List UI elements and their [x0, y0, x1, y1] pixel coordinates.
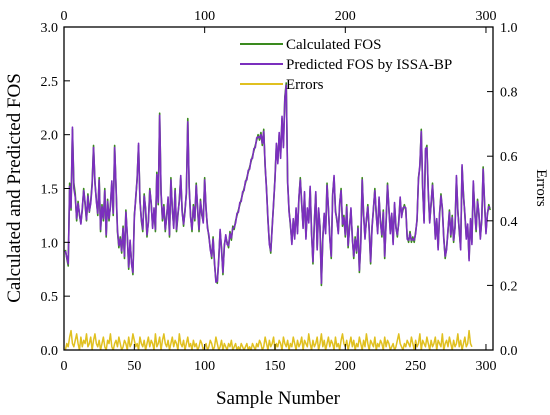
x-top-tick-label: 300	[475, 9, 496, 24]
y-axis-left-title: Calculated and Predicted FOS	[4, 73, 25, 303]
y-left-tick-label: 1.0	[41, 236, 59, 251]
x-tick-label: 250	[405, 359, 426, 374]
y-right-tick-label: 0.6	[500, 150, 518, 165]
legend-label-predicted: Predicted FOS by ISSA-BP	[286, 57, 452, 73]
legend: Calculated FOS Predicted FOS by ISSA-BP …	[240, 37, 452, 93]
series-layer	[64, 82, 491, 350]
y-right-tick-label: 1.0	[500, 21, 518, 36]
legend-label-errors: Errors	[286, 77, 324, 93]
y-left-tick-label: 2.0	[41, 129, 59, 144]
y-left-tick-label: 2.5	[41, 75, 59, 90]
y-left-tick-label: 3.0	[41, 21, 59, 36]
y-left-tick-label: 0.5	[41, 290, 59, 305]
x-top-tick-label: 0	[61, 9, 68, 24]
y-left-tick-label: 0.0	[41, 344, 59, 359]
y-right-tick-label: 0.0	[500, 344, 518, 359]
x-tick-label: 100	[194, 359, 215, 374]
y-axis-right-title: Errors	[533, 169, 549, 207]
ticks-layer: 0 50 100 150 200 250 300 0 100 200 300 0.0 0.5 1.0 1.5…	[41, 9, 518, 374]
y-right-tick-label: 0.4	[500, 215, 518, 230]
legend-label-calculated: Calculated FOS	[286, 37, 381, 53]
x-axis-title: Sample Number	[216, 388, 341, 409]
series-line-predicted-fos	[64, 84, 491, 285]
y-left-tick-label: 1.5	[41, 183, 59, 198]
x-tick-label: 200	[335, 359, 356, 374]
x-tick-label: 50	[127, 359, 141, 374]
y-right-tick-label: 0.8	[500, 86, 518, 101]
x-tick-label: 150	[264, 359, 285, 374]
y-right-tick-label: 0.2	[500, 279, 518, 294]
x-tick-label: 0	[61, 359, 68, 374]
x-top-tick-label: 200	[335, 9, 356, 24]
x-tick-label: 300	[475, 359, 496, 374]
x-top-tick-label: 100	[194, 9, 215, 24]
series-line-errors	[64, 329, 473, 350]
